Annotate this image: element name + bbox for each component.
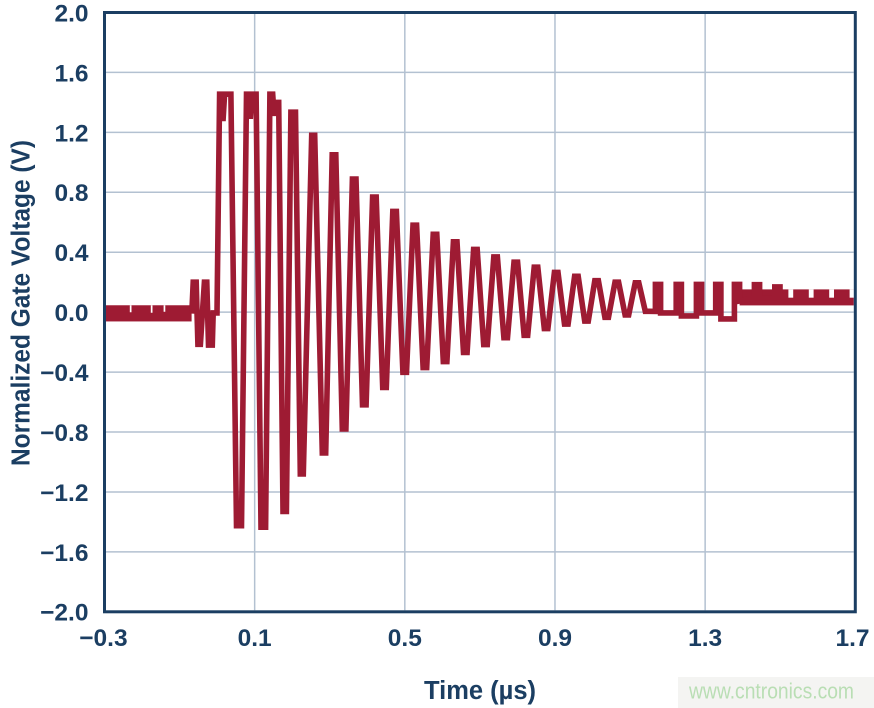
svg-text:0.9: 0.9 [538,625,572,652]
svg-text:−1.2: −1.2 [40,480,88,507]
svg-text:−0.3: −0.3 [79,625,127,652]
svg-text:0.5: 0.5 [388,625,422,652]
svg-text:0.0: 0.0 [54,300,88,327]
svg-text:−2.0: −2.0 [40,600,88,627]
svg-text:0.4: 0.4 [54,240,88,267]
svg-text:Normalized Gate Voltage (V): Normalized Gate Voltage (V) [8,140,36,466]
svg-text:0.8: 0.8 [54,180,88,207]
svg-text:1.6: 1.6 [54,60,88,87]
svg-text:1.3: 1.3 [688,625,722,652]
svg-text:Time (µs): Time (µs) [424,677,536,705]
svg-text:www.cntronics.com: www.cntronics.com [688,679,854,704]
svg-text:1.2: 1.2 [54,120,88,147]
svg-text:−0.4: −0.4 [40,360,89,387]
svg-text:−1.6: −1.6 [40,540,88,567]
svg-text:0.1: 0.1 [238,625,272,652]
svg-text:2.0: 2.0 [54,0,88,27]
svg-text:−0.8: −0.8 [40,420,88,447]
svg-text:1.7: 1.7 [835,625,869,652]
